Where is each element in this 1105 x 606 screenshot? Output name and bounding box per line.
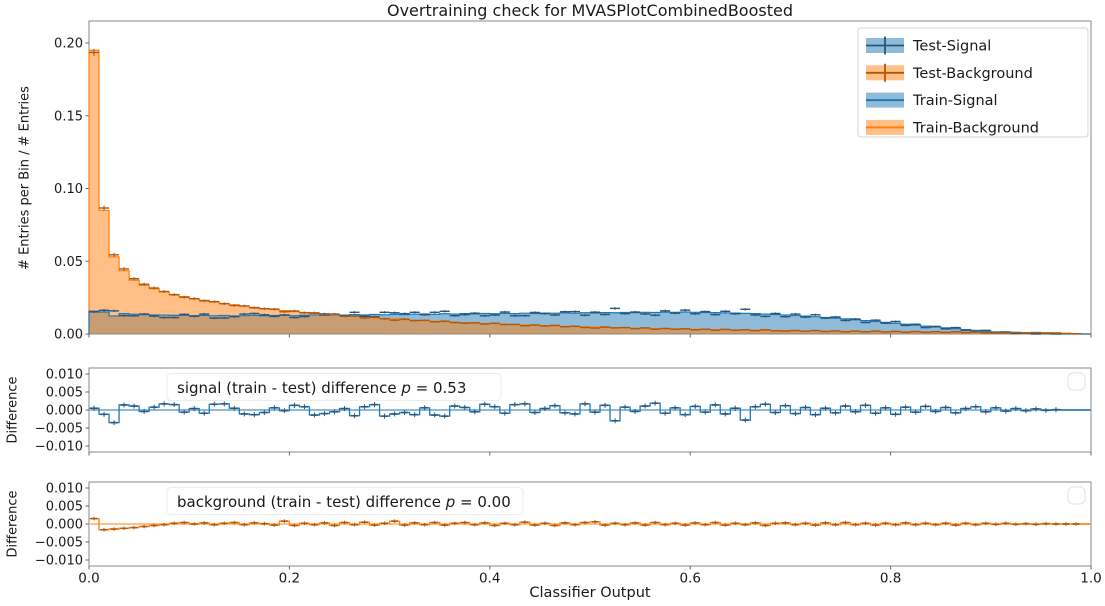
legend-entry: Test-Background [866, 63, 1033, 82]
background-difference-series [89, 516, 1091, 532]
legend-entry: Train-Signal [866, 92, 998, 109]
ytick-label: 0.010 [46, 368, 83, 383]
ytick-label: 0.00 [54, 328, 83, 343]
ytick-label: 0.005 [46, 500, 83, 515]
xtick-label: 0.0 [78, 571, 99, 587]
legend-label: Test-Background [912, 66, 1033, 82]
legend-entry: Train-Background [866, 119, 1039, 136]
xtick-label: 0.2 [279, 571, 300, 587]
ytick-label: −0.010 [35, 554, 83, 569]
ytick-label: 0.10 [54, 182, 83, 197]
background-difference-annotation: background (train - test) difference p =… [166, 486, 1086, 515]
xtick-label: 0.6 [679, 571, 700, 587]
legend-entry: Test-Signal [866, 36, 991, 55]
legend-label: Train-Signal [912, 93, 998, 109]
xtick-label: 0.4 [479, 571, 500, 587]
legend-box [857, 27, 1089, 138]
legend: Test-Signal Test-Background Train-Signal Tr… [857, 27, 1089, 138]
ytick-label: −0.005 [35, 422, 83, 437]
legend-label: Train-Background [912, 120, 1039, 136]
ytick-label: 0.000 [46, 404, 83, 419]
empty-legend-box [1067, 372, 1086, 391]
legend-label: Test-Signal [912, 39, 991, 55]
x-axis-label: Classifier Output [529, 585, 651, 601]
train-background-fill [89, 50, 1091, 335]
ytick-label: 0.010 [46, 482, 83, 497]
plot-title: Overtraining check for MVASPlotCombinedB… [386, 1, 793, 20]
ytick-label: 0.05 [54, 255, 83, 270]
annotation-text: signal (train - test) difference p = 0.5… [177, 379, 466, 397]
difference-step [89, 402, 1091, 424]
ytick-label: 0.20 [54, 37, 83, 52]
ytick-label: 0.000 [46, 518, 83, 533]
signal-difference-series [89, 400, 1091, 426]
signal-difference-annotation: signal (train - test) difference p = 0.5… [166, 372, 1086, 401]
ytick-label: 0.15 [54, 109, 83, 124]
ytick-label: −0.005 [35, 536, 83, 551]
annotation-text: background (train - test) difference p =… [177, 493, 511, 511]
ytick-label: 0.005 [46, 386, 83, 401]
empty-legend-box [1067, 486, 1086, 505]
xtick-label: 1.0 [1080, 571, 1101, 587]
test-background-errorbars [89, 48, 1081, 335]
xtick-label: 0.8 [880, 571, 901, 587]
ytick-label: −0.010 [35, 440, 83, 455]
